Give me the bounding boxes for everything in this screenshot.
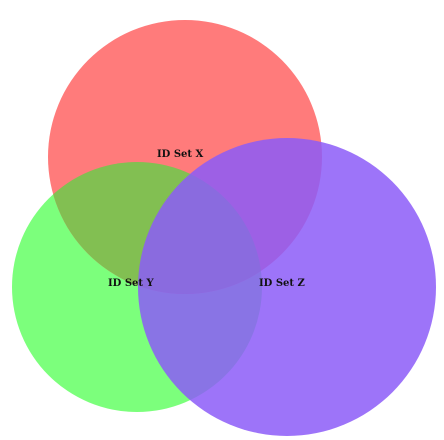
set-x-label: ID Set X — [157, 149, 204, 160]
set-y-label: ID Set Y — [108, 278, 155, 289]
set-z-label: ID Set Z — [259, 278, 305, 289]
set-z-circle — [138, 138, 436, 436]
